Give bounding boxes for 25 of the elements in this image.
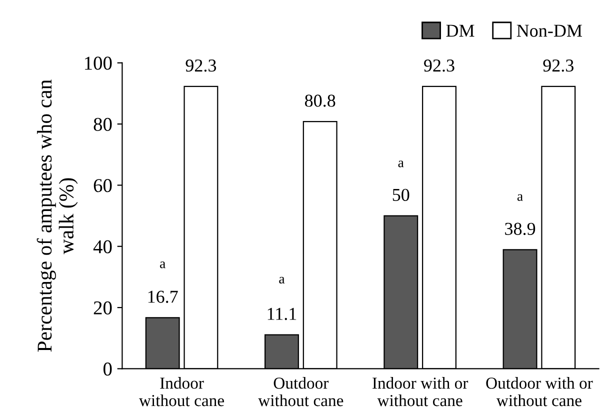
legend-label: Non-DM: [516, 24, 582, 37]
data-label: 11.1: [268, 308, 296, 320]
y-axis-title: Percentage of amputees who can walk (%): [36, 80, 78, 352]
data-label: 38.9: [505, 222, 536, 236]
annotation: a: [398, 160, 404, 168]
data-label: 92.3: [186, 59, 216, 72]
y-tick-label: 80: [94, 118, 112, 131]
x-tick-label: Outdoor without cane: [258, 377, 344, 406]
y-tick-label: 0: [103, 362, 112, 376]
data-label: 16.7: [148, 290, 178, 303]
y-tick-label: 20: [94, 301, 112, 314]
x-tick-label: Indoor with or without cane: [372, 377, 468, 406]
annotation: a: [160, 262, 166, 268]
data-label: 80.8: [304, 94, 336, 107]
y-tick-label: 40: [93, 240, 112, 254]
data-label: 92.3: [424, 59, 454, 72]
legend-label: DM: [446, 24, 474, 37]
y-tick-label: 60: [94, 179, 112, 192]
annotation: a: [517, 194, 523, 201]
x-tick-label: Outdoor with or without cane: [486, 377, 593, 406]
x-tick-label: Indoor without cane: [138, 377, 224, 406]
annotation: a: [279, 276, 285, 284]
y-tick-label: 100: [85, 56, 112, 70]
data-label: 92.3: [543, 59, 574, 72]
data-label: 50: [392, 188, 410, 202]
